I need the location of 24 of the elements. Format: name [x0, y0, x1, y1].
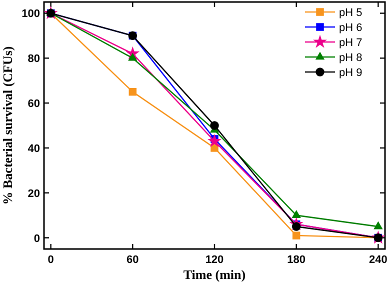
- y-tick-label: 20: [28, 188, 40, 200]
- point: [292, 210, 301, 218]
- y-tick-label: 0: [34, 232, 40, 245]
- x-tick-label: 60: [126, 254, 139, 266]
- legend-label: pH 9: [339, 67, 362, 79]
- point: [208, 134, 222, 148]
- legend-label: pH 7: [339, 37, 362, 49]
- point: [374, 221, 383, 230]
- y-tick-label: 80: [28, 53, 40, 66]
- x-tick-label: 180: [287, 254, 306, 266]
- y-tick-label: 100: [22, 8, 40, 20]
- y-tick-label: 60: [28, 98, 40, 110]
- x-tick-label: 0: [48, 254, 54, 266]
- legend-label: pH 5: [339, 7, 362, 19]
- y-tick-label: 40: [28, 142, 40, 155]
- x-tick-label: 120: [205, 254, 224, 266]
- point: [128, 88, 137, 96]
- point: [210, 121, 219, 130]
- x-tick-label: 240: [369, 254, 387, 266]
- y-axis-title: % Bacterial survival (CFUs): [0, 46, 15, 205]
- legend-label: pH 8: [339, 52, 362, 64]
- x-axis-title: Time (min): [183, 267, 246, 282]
- point: [292, 232, 300, 240]
- legend-label: pH 6: [339, 22, 362, 34]
